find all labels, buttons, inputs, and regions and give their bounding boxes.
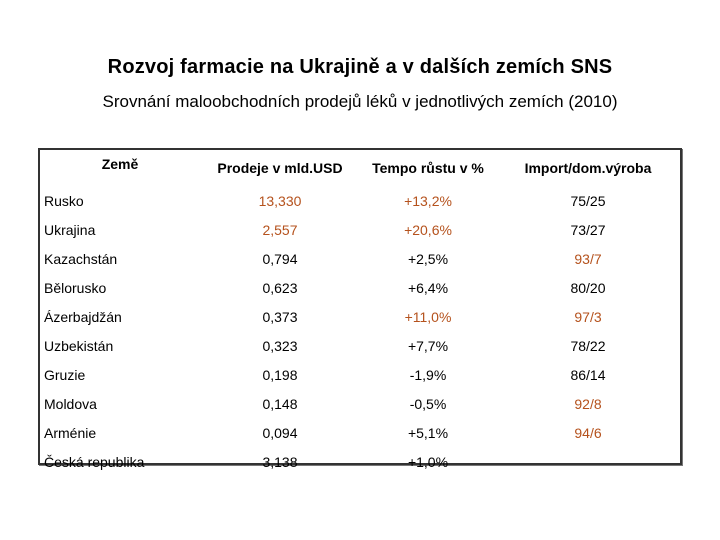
cell-sales: 3,138 — [262, 453, 298, 470]
cell-growth: +7,7% — [407, 337, 449, 354]
cell-country: Ázerbajdžán — [44, 308, 122, 325]
cell-country: Gruzie — [44, 366, 86, 383]
cell-sales: 2,557 — [262, 221, 298, 238]
header-country: Země — [101, 156, 139, 172]
cell-sales: 0,623 — [262, 279, 298, 296]
cell-country: Kazachstán — [44, 250, 118, 267]
slide-subtitle: Srovnání maloobchodních prodejů léků v j… — [102, 92, 618, 111]
cell-import-ratio: 93/7 — [574, 250, 602, 267]
cell-country: Arménie — [44, 424, 97, 441]
slide-title: Rozvoj farmacie na Ukrajině a v dalších … — [107, 56, 613, 78]
cell-growth: +13,2% — [404, 192, 452, 209]
cell-import-ratio: 92/8 — [574, 395, 602, 412]
cell-sales: 0,373 — [262, 308, 298, 325]
table-row: Moldova 0,148 -0,5% 92/8 — [40, 389, 680, 418]
table-row: Kazachstán 0,794 +2,5% 93/7 — [40, 244, 680, 273]
cell-import-ratio: 75/25 — [570, 192, 606, 209]
cell-sales: 0,198 — [262, 366, 298, 383]
cell-growth: -0,5% — [409, 395, 447, 412]
cell-import-ratio: 80/20 — [570, 279, 606, 296]
table-row: Ukrajina 2,557 +20,6% 73/27 — [40, 215, 680, 244]
cell-sales: 0,323 — [262, 337, 298, 354]
cell-import-ratio: 94/6 — [574, 424, 602, 441]
table-row: Uzbekistán 0,323 +7,7% 78/22 — [40, 331, 680, 360]
cell-country: Uzbekistán — [44, 337, 114, 354]
cell-import-ratio: 73/27 — [570, 221, 606, 238]
cell-growth: -1,9% — [409, 366, 447, 383]
cell-sales: 13,330 — [258, 192, 302, 209]
cell-country: Moldova — [44, 395, 97, 412]
table-row: Česká republika 3,138 +1,0% — [40, 447, 680, 476]
table-row: Gruzie 0,198 -1,9% 86/14 — [40, 360, 680, 389]
header-growth: Tempo růstu v % — [372, 160, 484, 176]
cell-country: Ukrajina — [44, 221, 96, 238]
sales-table-frame: Země Prodeje v mld.USD Tempo růstu v % I… — [38, 148, 682, 470]
table-row: Rusko 13,330 +13,2% 75/25 — [40, 186, 680, 215]
cell-import-ratio: 97/3 — [574, 308, 602, 325]
cell-growth: +2,5% — [407, 250, 449, 267]
table-row: Bělorusko 0,623 +6,4% 80/20 — [40, 273, 680, 302]
header-sales: Prodeje v mld.USD — [217, 160, 343, 176]
table-header-row: Země Prodeje v mld.USD Tempo růstu v % I… — [40, 150, 680, 186]
cell-sales: 0,794 — [262, 250, 298, 267]
cell-country: Česká republika — [44, 453, 145, 470]
cell-import-ratio — [496, 447, 680, 476]
cell-growth: +20,6% — [404, 221, 452, 238]
cell-import-ratio: 78/22 — [570, 337, 606, 354]
cell-sales: 0,148 — [262, 395, 298, 412]
table-row: Arménie 0,094 +5,1% 94/6 — [40, 418, 680, 447]
cell-growth: +5,1% — [407, 424, 449, 441]
header-import-ratio: Import/dom.výroba — [524, 160, 652, 176]
cell-growth: +1,0% — [407, 453, 449, 470]
cell-growth: +11,0% — [404, 308, 452, 325]
cell-growth: +6,4% — [407, 279, 449, 296]
cell-sales: 0,094 — [262, 424, 298, 441]
cell-country: Rusko — [44, 192, 84, 209]
sales-table: Země Prodeje v mld.USD Tempo růstu v % I… — [40, 150, 680, 476]
cell-country: Bělorusko — [44, 279, 107, 296]
cell-import-ratio: 86/14 — [570, 366, 606, 383]
table-row: Ázerbajdžán 0,373 +11,0% 97/3 — [40, 302, 680, 331]
